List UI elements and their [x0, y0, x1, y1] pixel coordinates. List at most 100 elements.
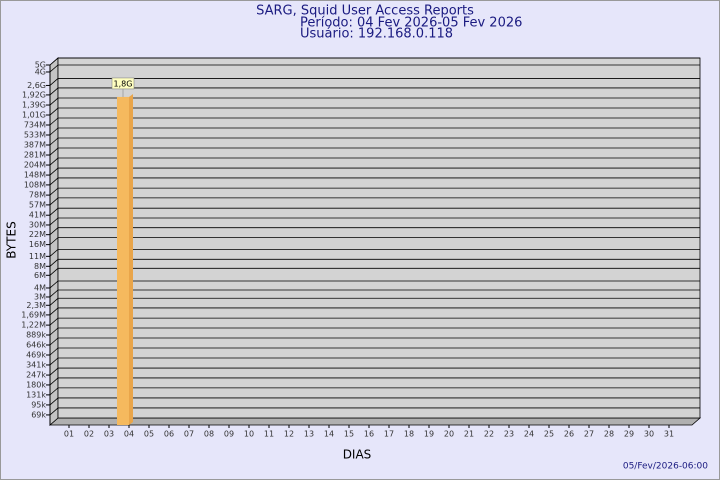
x-tick-label: 21 [464, 430, 474, 439]
grid-line [49, 78, 700, 86]
y-tick-label: 6M [34, 271, 46, 280]
y-tick-label: 2,6G [27, 81, 46, 90]
grid-line [49, 97, 700, 106]
y-tick-label: 281M [24, 151, 46, 160]
y-tick-label: 4G [35, 67, 46, 76]
x-tick-label: 25 [544, 430, 554, 439]
x-tick-label: 28 [604, 430, 614, 439]
x-tick-label: 10 [244, 430, 254, 439]
y-tick-label: 131k [26, 390, 46, 399]
y-tick-label: 3M [34, 292, 46, 301]
x-tick-label: 07 [184, 430, 194, 439]
y-tick-label: 180k [26, 380, 46, 389]
grid-line [49, 377, 700, 386]
y-tick-label: 5G [35, 61, 46, 70]
y-tick-label: 2,3M [26, 301, 46, 310]
x-tick-label: 01 [64, 430, 74, 439]
y-tick-label: 78M [29, 191, 46, 200]
y-tick-label: 108M [24, 180, 46, 189]
y-tick-label: 11M [29, 252, 46, 261]
y-tick-label: 41M [29, 211, 46, 220]
grid-line [49, 197, 700, 206]
y-tick-label: 734M [24, 120, 46, 129]
y-tick-label: 148M [24, 171, 46, 180]
y-tick-label: 204M [24, 161, 46, 170]
x-tick-label: 06 [164, 430, 174, 439]
grid-line [49, 227, 700, 235]
y-tick-label: 30M [29, 220, 46, 229]
x-tick-label: 14 [324, 430, 334, 439]
y-tick-label: 95k [31, 400, 46, 409]
x-tick-label: 04 [124, 430, 134, 439]
grid-line [49, 64, 700, 73]
y-tick-label: 469k [26, 351, 46, 360]
grid-line [49, 397, 700, 406]
grid-line [49, 407, 700, 416]
grid-line [49, 187, 700, 196]
y-tick-label: 387M [24, 141, 46, 150]
x-tick-label: 22 [484, 430, 494, 439]
grid-line [49, 317, 700, 326]
x-tick-label: 24 [524, 430, 534, 439]
grid-line [49, 157, 700, 166]
x-tick-label: 16 [364, 430, 374, 439]
y-tick-label: 889k [26, 331, 46, 340]
grid-line [49, 127, 700, 136]
chart-subtitle: Período: 04 Fev 2026-05 Fev 2026 [300, 16, 522, 31]
bar-side [129, 93, 133, 425]
grid-line [49, 367, 700, 376]
grid-line [49, 357, 700, 366]
x-tick-label: 27 [584, 430, 594, 439]
grid-line [49, 347, 700, 356]
grid-line [49, 289, 700, 298]
grid-line [49, 87, 700, 96]
grid-line [49, 297, 700, 306]
y-tick-label: 16M [29, 240, 46, 249]
x-tick-label: 30 [644, 430, 654, 439]
x-tick-label: 23 [504, 430, 514, 439]
x-tick-label: 12 [284, 430, 294, 439]
grid-line [49, 258, 700, 267]
x-tick-label: 09 [224, 430, 234, 439]
grid-line [49, 337, 700, 346]
grid-line [49, 207, 700, 216]
timestamp: 05/Fev/2026-06:00 [623, 462, 708, 472]
y-tick-label: 646k [26, 340, 46, 349]
grid-line [49, 387, 700, 396]
x-tick-label: 31 [664, 430, 674, 439]
grid-line [49, 307, 700, 316]
y-tick-label: 1,22M [21, 321, 46, 330]
x-tick-label: 29 [624, 430, 634, 439]
grid-line [49, 147, 700, 156]
grid-line [49, 327, 700, 336]
grid-line [49, 217, 700, 226]
x-tick-label: 11 [264, 430, 274, 439]
y-tick-label: 57M [29, 200, 46, 209]
floor [48, 417, 702, 426]
x-tick-label: 17 [384, 430, 394, 439]
y-tick-label: 247k [26, 371, 46, 380]
y-tick-label: 341k [26, 360, 46, 369]
grid-line [49, 137, 700, 146]
y-tick-label: 1,92G [22, 90, 46, 99]
bar [117, 96, 129, 425]
grid-line [49, 177, 700, 186]
x-tick-label: 03 [104, 430, 114, 439]
grid-line [49, 107, 700, 116]
y-tick-label: 4M [34, 283, 46, 292]
user-line: Usuário: 192.168.0.118 [300, 27, 453, 42]
grid-line [49, 57, 700, 66]
y-axis-label: BYTES [5, 221, 19, 258]
x-tick-label: 02 [84, 430, 94, 439]
grid-line [49, 117, 700, 126]
y-tick-label: 69k [31, 410, 46, 419]
x-tick-label: 15 [344, 430, 354, 439]
x-tick-label: 20 [444, 430, 454, 439]
grid-line [49, 248, 700, 257]
x-tick-label: 18 [404, 430, 414, 439]
grid-line [49, 280, 700, 289]
x-tick-label: 08 [204, 430, 214, 439]
y-tick-label: 1,01G [22, 111, 46, 120]
value-label: 1,8G [114, 79, 133, 88]
